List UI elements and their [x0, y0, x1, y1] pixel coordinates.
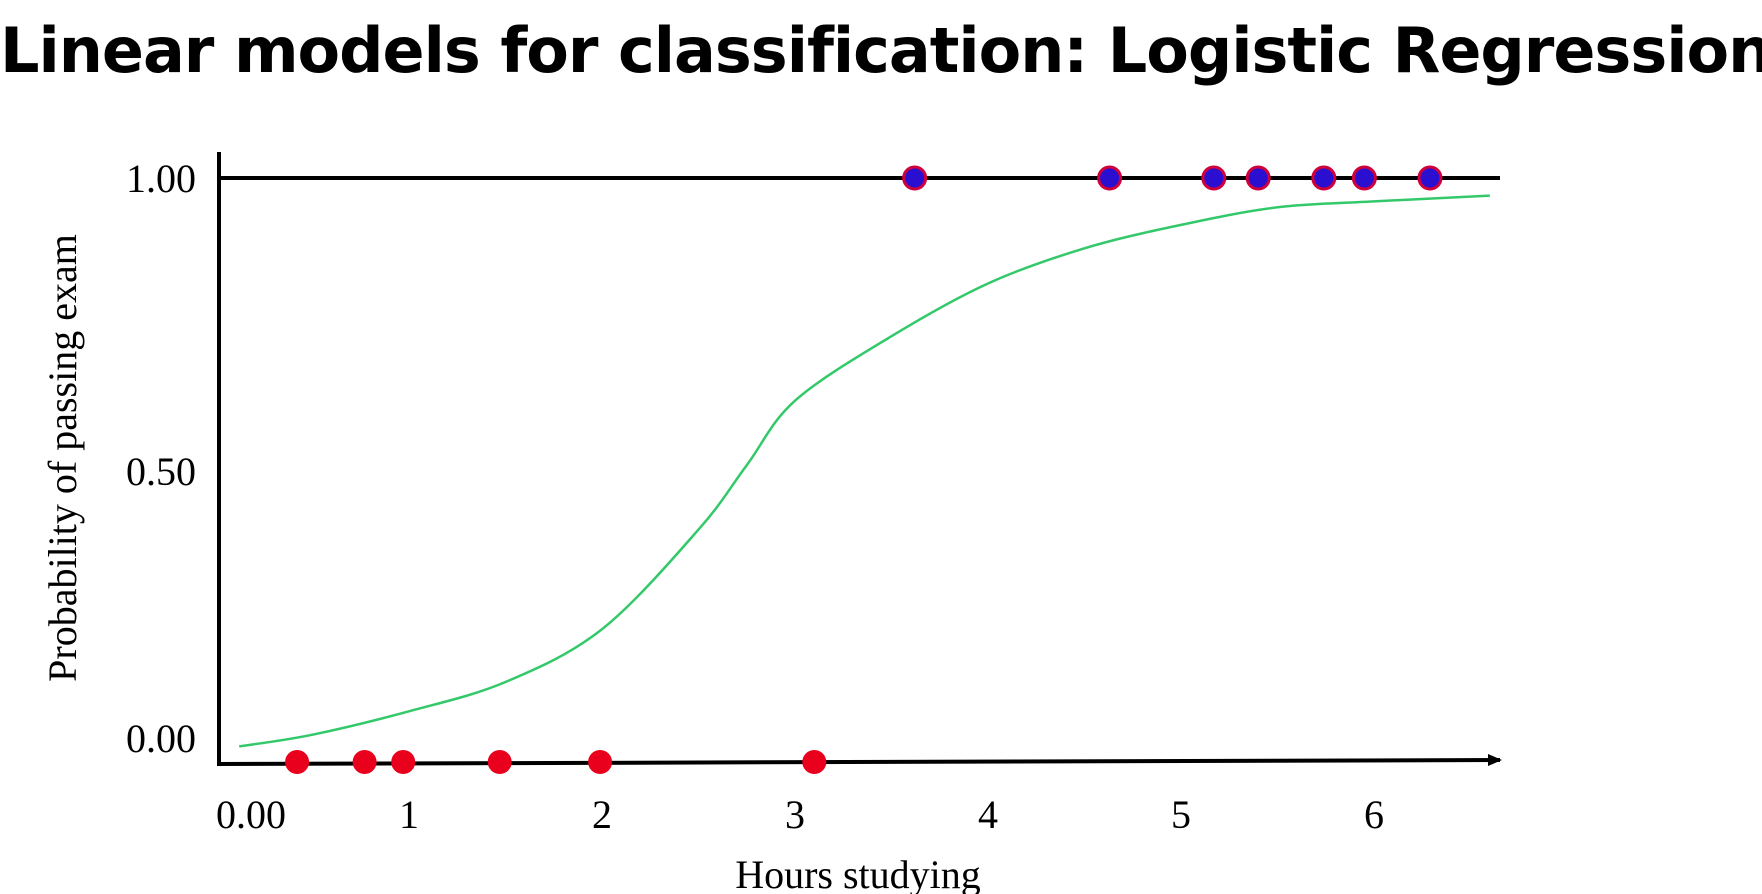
pass-data-point [1097, 165, 1123, 191]
fail-data-point [487, 750, 512, 774]
fail-data-point [588, 750, 613, 774]
x-tick-label: 1 [399, 792, 419, 837]
pass-data-point [1245, 165, 1271, 191]
x-tick-label: 0.00 [216, 792, 286, 837]
pass-data-point [1417, 165, 1443, 191]
x-axis-line [216, 754, 1502, 767]
axes [216, 152, 1502, 767]
slide-title: Linear models for classification: Logist… [0, 14, 1762, 87]
x-tick-label: 5 [1171, 792, 1191, 837]
pass-data-point [1311, 165, 1337, 191]
x-tick-label: 2 [592, 792, 612, 837]
y-tick-label: 0.50 [126, 449, 196, 494]
y-axis-title: Probability of passing exam [40, 234, 85, 682]
fail-data-point [802, 750, 827, 774]
data-points [285, 165, 1443, 774]
fail-data-point [285, 750, 310, 774]
pass-data-point [1201, 165, 1227, 191]
x-tick-label: 3 [785, 792, 805, 837]
pass-data-point [902, 165, 928, 191]
fail-data-point [391, 750, 416, 774]
x-axis-title: Hours studying [735, 852, 981, 894]
tick-labels: 0.00 1 2 3 4 5 6 0.00 0.50 1.00 [126, 156, 1384, 837]
logistic-curve [239, 194, 1490, 748]
x-tick-label: 4 [978, 792, 998, 837]
fail-data-point [352, 750, 377, 774]
y-tick-label: 0.00 [126, 716, 196, 761]
pass-data-point [1351, 165, 1377, 191]
x-tick-label: 6 [1364, 792, 1384, 837]
y-tick-label: 1.00 [126, 156, 196, 201]
logistic-curve-layer [239, 194, 1490, 748]
